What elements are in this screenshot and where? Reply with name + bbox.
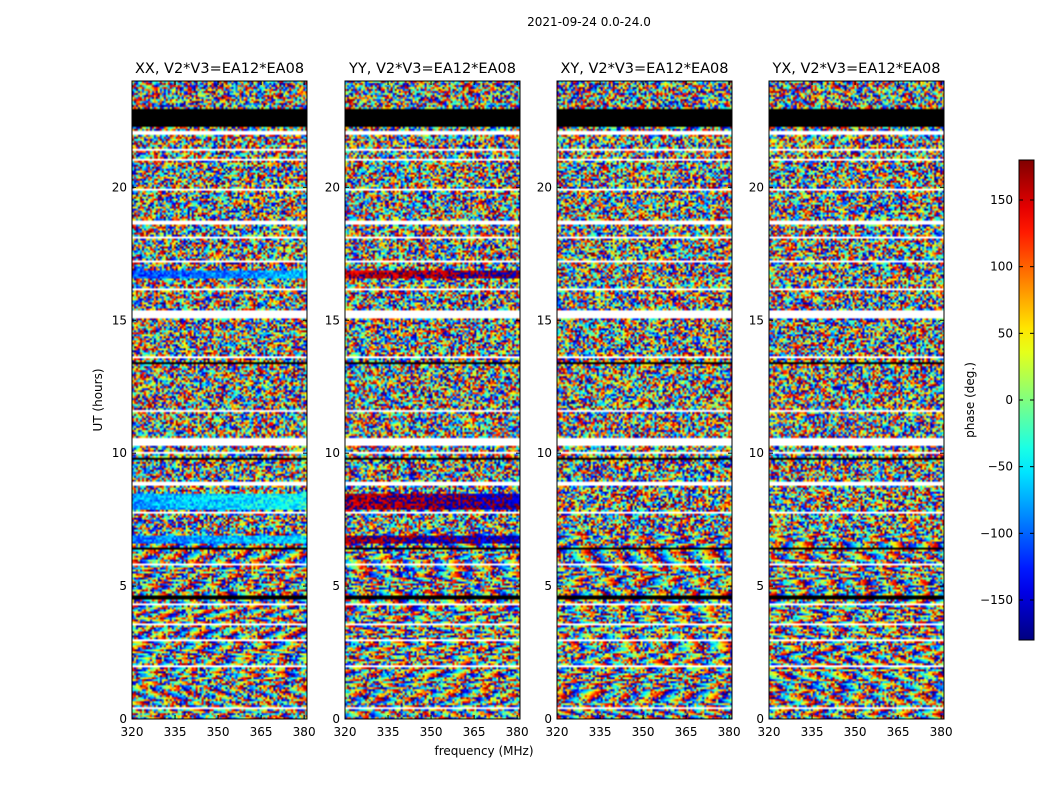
panel-yx: YX, V2*V3=EA12*EA08 320 335 350 365 380 0 5 10 15…: [749, 61, 953, 739]
colorbar-tick-label: −50: [988, 460, 1013, 474]
y-tick-label: 5: [332, 579, 340, 593]
x-tick-label: 365: [250, 725, 273, 739]
x-tick-label: 350: [632, 725, 655, 739]
y-tick-label: 15: [749, 313, 764, 327]
x-tick-label: 365: [463, 725, 486, 739]
x-tick-label: 380: [930, 725, 953, 739]
x-tick-label: 320: [334, 725, 357, 739]
y-tick-label: 20: [325, 180, 340, 194]
y-axis-label: UT (hours): [91, 368, 105, 431]
y-tick-label: 0: [119, 712, 127, 726]
panel-title-yy: YY, V2*V3=EA12*EA08: [348, 61, 516, 77]
y-tick-label: 0: [756, 712, 764, 726]
colorbar-tick-label: 100: [990, 260, 1013, 274]
panel-xx: XX, V2*V3=EA12*EA08 320 335 350 365 380 0 5 10 15…: [112, 61, 316, 739]
x-tick-label: 380: [293, 725, 316, 739]
x-tick-label: 335: [801, 725, 824, 739]
colorbar-tick-label: 50: [998, 326, 1013, 340]
y-tick-label: 20: [537, 180, 552, 194]
y-tick-label: 10: [749, 446, 764, 460]
y-tick-label: 5: [544, 579, 552, 593]
y-tick-label: 0: [332, 712, 340, 726]
panel-title-xx: XX, V2*V3=EA12*EA08: [135, 61, 304, 77]
x-tick-label: 365: [887, 725, 910, 739]
x-tick-label: 335: [377, 725, 400, 739]
x-tick-label: 350: [207, 725, 230, 739]
panel-title-xy: XY, V2*V3=EA12*EA08: [560, 61, 728, 77]
colorbar-tick-label: 150: [990, 193, 1013, 207]
y-tick-label: 0: [544, 712, 552, 726]
y-tick-label: 15: [537, 313, 552, 327]
heatmap-xy: [557, 81, 732, 719]
plot-frame-yx: [768, 80, 945, 720]
x-axis-label: frequency (MHz): [434, 744, 533, 758]
x-tick-label: 350: [844, 725, 867, 739]
colorbar-tick-label: −100: [980, 526, 1013, 540]
x-tick-label: 320: [121, 725, 144, 739]
colorbar: 150 100 50 0 −50 −100 −150: [980, 159, 1035, 641]
y-tick-label: 10: [112, 446, 127, 460]
x-tick-label: 335: [589, 725, 612, 739]
plot-frame-yy: [344, 80, 521, 720]
x-tick-label: 380: [506, 725, 529, 739]
colorbar-tick-label: 0: [1005, 393, 1013, 407]
y-tick-label: 10: [325, 446, 340, 460]
y-tick-label: 10: [537, 446, 552, 460]
heatmap-yx: [769, 81, 944, 719]
y-tick-label: 20: [112, 180, 127, 194]
x-tick-label: 350: [420, 725, 443, 739]
y-tick-label: 5: [756, 579, 764, 593]
y-tick-label: 15: [112, 313, 127, 327]
plot-frame-xy: [556, 80, 733, 720]
colorbar-label: phase (deg.): [963, 362, 977, 438]
figure-title: 2021-09-24 0.0-24.0: [527, 15, 651, 29]
x-tick-label: 380: [718, 725, 741, 739]
y-tick-label: 5: [119, 579, 127, 593]
heatmap-xx: [132, 81, 307, 719]
y-tick-label: 20: [749, 180, 764, 194]
heatmap-yy: [345, 81, 520, 719]
x-tick-label: 320: [758, 725, 781, 739]
panel-title-yx: YX, V2*V3=EA12*EA08: [771, 61, 940, 77]
panel-yy: YY, V2*V3=EA12*EA08 320 335 350 365 380 0 5 10 15…: [325, 61, 529, 739]
panel-xy: XY, V2*V3=EA12*EA08 320 335 350 365 380 0 5 10 15…: [537, 61, 741, 739]
panels: XX, V2*V3=EA12*EA08 320 335 350 365 380 0 5 10 15…: [112, 61, 953, 739]
y-tick-label: 15: [325, 313, 340, 327]
plot-frame-xx: [131, 80, 308, 720]
x-tick-label: 320: [546, 725, 569, 739]
colorbar-tick-label: −150: [980, 593, 1013, 607]
x-tick-label: 365: [675, 725, 698, 739]
x-tick-label: 335: [164, 725, 187, 739]
